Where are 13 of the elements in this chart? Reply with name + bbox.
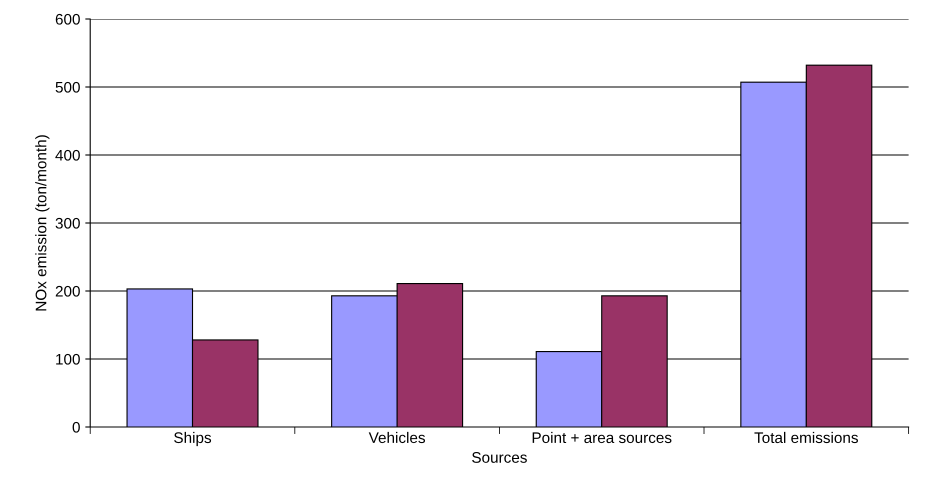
y-tick-label: 100 [56,354,80,365]
y-tick-label: 600 [56,14,80,25]
y-tick-label: 400 [55,150,80,161]
x-tick-label: Point + area sources [532,432,672,444]
y-tick-label: 300 [56,218,80,229]
y-tick-label: 500 [56,82,80,93]
x-tick-label: Ships [174,432,212,446]
y-tick-label: 0 [72,422,80,433]
x-axis-title: Sources [472,452,527,463]
x-tick-label: Total emissions [754,432,858,444]
y-tick-label: 200 [56,286,80,297]
y-axis-title: NOx emission (ton/month) [35,135,50,310]
x-tick-label: Vehicles [368,432,426,444]
